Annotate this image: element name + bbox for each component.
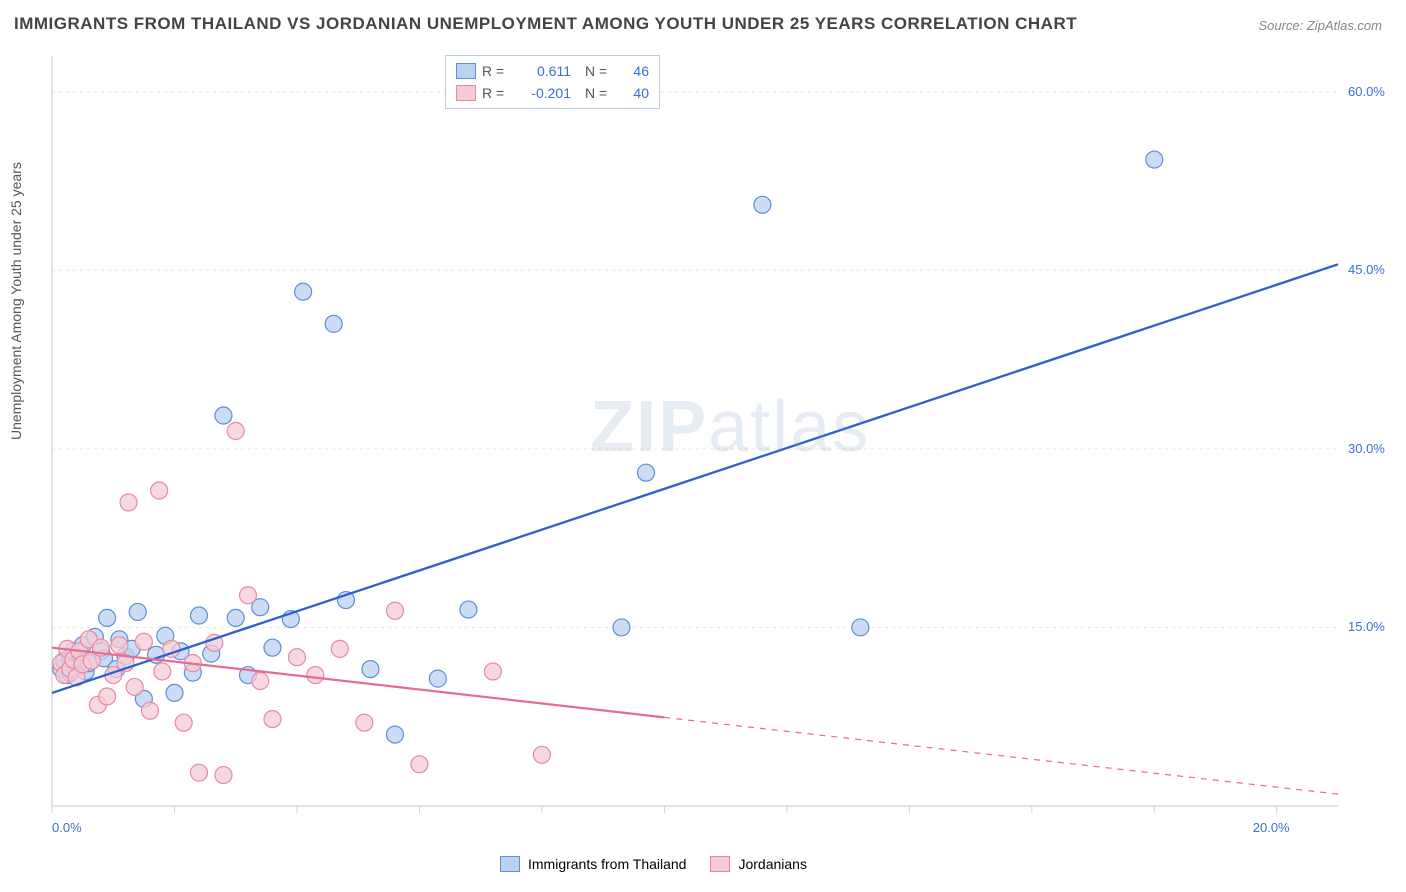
series-name: Immigrants from Thailand — [528, 856, 686, 872]
scatter-plot — [50, 48, 1390, 848]
legend-row: R = 0.611 N = 46 — [456, 60, 649, 82]
legend-r-label: R = — [482, 63, 510, 79]
series-name: Jordanians — [738, 856, 807, 872]
source-attribution: Source: ZipAtlas.com — [1258, 18, 1382, 33]
source-label: Source: — [1258, 18, 1306, 33]
y-tick-label: 15.0% — [1348, 619, 1385, 634]
y-axis-label: Unemployment Among Youth under 25 years — [8, 162, 24, 440]
source-value: ZipAtlas.com — [1307, 18, 1382, 33]
chart-title: IMMIGRANTS FROM THAILAND VS JORDANIAN UN… — [14, 14, 1077, 34]
legend-swatch — [456, 85, 476, 101]
legend-r-label: R = — [482, 85, 510, 101]
y-tick-label: 45.0% — [1348, 262, 1385, 277]
series-legend-item: Jordanians — [710, 856, 807, 872]
legend-r-value: 0.611 — [516, 63, 571, 79]
legend-n-value: 40 — [619, 85, 649, 101]
x-tick-label: 20.0% — [1253, 820, 1290, 835]
legend-row: R = -0.201 N = 40 — [456, 82, 649, 104]
series-legend-item: Immigrants from Thailand — [500, 856, 686, 872]
correlation-legend: R = 0.611 N = 46 R = -0.201 N = 40 — [445, 55, 660, 109]
y-tick-label: 30.0% — [1348, 441, 1385, 456]
legend-swatch — [500, 856, 520, 872]
legend-n-value: 46 — [619, 63, 649, 79]
legend-n-label: N = — [585, 63, 613, 79]
series-legend: Immigrants from Thailand Jordanians — [500, 856, 807, 872]
x-tick-label: 0.0% — [52, 820, 82, 835]
legend-swatch — [710, 856, 730, 872]
y-tick-label: 60.0% — [1348, 84, 1385, 99]
legend-r-value: -0.201 — [516, 85, 571, 101]
legend-n-label: N = — [585, 85, 613, 101]
legend-swatch — [456, 63, 476, 79]
